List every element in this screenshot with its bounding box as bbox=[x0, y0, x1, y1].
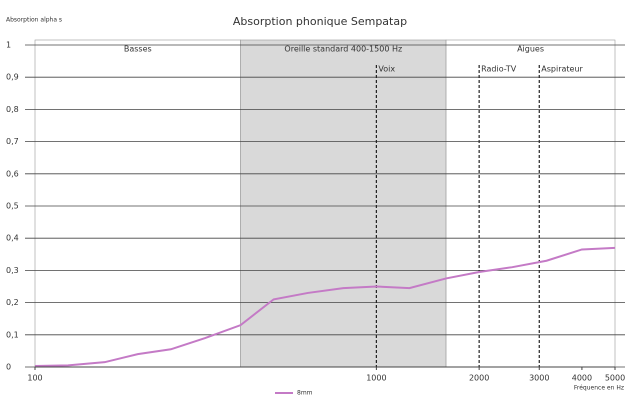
y-tick-label: 0,3 bbox=[6, 266, 19, 275]
y-tick-label: 0 bbox=[6, 363, 11, 372]
region bbox=[240, 39, 447, 368]
region-label: Oreille standard 400-1500 Hz bbox=[284, 45, 402, 54]
x-tick-label: 1000 bbox=[366, 374, 386, 383]
x-tick-label: 2000 bbox=[469, 374, 489, 383]
region-label: Basses bbox=[124, 45, 152, 54]
x-axis-label: Fréquence en Hz bbox=[574, 385, 624, 392]
marker-label: Voix bbox=[378, 65, 395, 74]
x-tick-label: 3000 bbox=[529, 374, 549, 383]
y-tick-label: 0,7 bbox=[6, 137, 19, 146]
chart-title: Absorption phonique Sempatap bbox=[233, 15, 407, 28]
y-tick-label: 1 bbox=[6, 41, 11, 50]
region bbox=[445, 39, 616, 368]
y-axis-label: Absorption alpha s bbox=[6, 17, 62, 24]
y-tick-label: 0,5 bbox=[6, 202, 19, 211]
y-tick-label: 0,8 bbox=[6, 105, 19, 114]
marker-label: Radio-TV bbox=[481, 65, 517, 74]
y-tick-label: 0,1 bbox=[6, 330, 19, 339]
region bbox=[34, 39, 241, 368]
x-tick-label: 5000 bbox=[605, 374, 625, 383]
y-tick-label: 0,9 bbox=[6, 73, 19, 82]
x-tick-label: 4000 bbox=[572, 374, 592, 383]
y-tick-label: 0,2 bbox=[6, 298, 19, 307]
region-label: Aigues bbox=[517, 45, 544, 54]
marker-label: Aspirateur bbox=[541, 65, 583, 74]
legend-label: 8mm bbox=[297, 390, 313, 397]
y-tick-label: 0,4 bbox=[6, 234, 19, 243]
series-line bbox=[34, 246, 616, 368]
y-tick-label: 0,6 bbox=[6, 169, 19, 178]
x-tick-label: 100 bbox=[27, 374, 42, 383]
